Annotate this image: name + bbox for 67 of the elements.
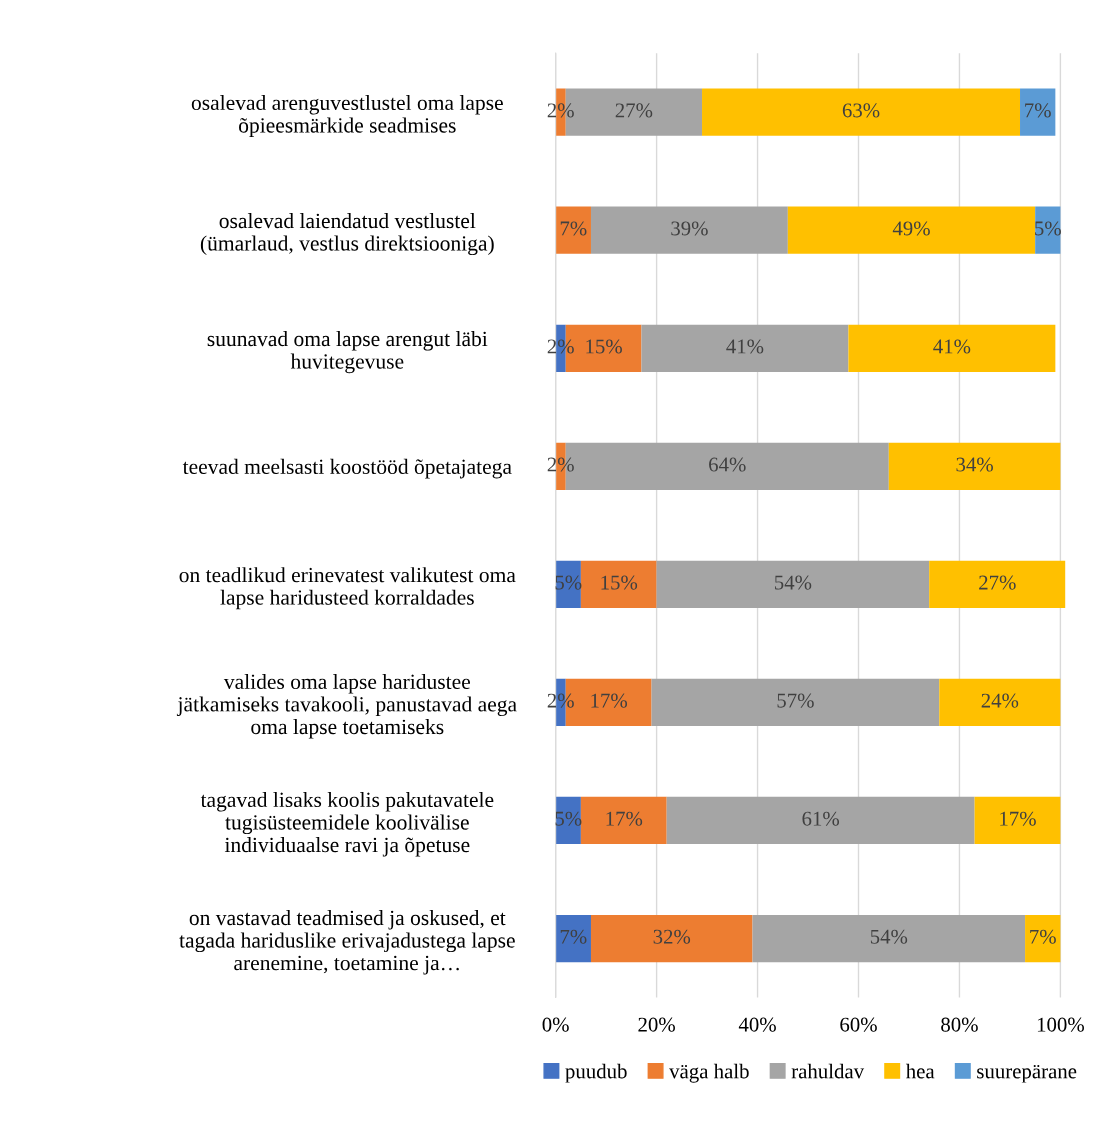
legend-label: suurepärane xyxy=(977,1065,1077,1083)
data-label: 7% xyxy=(1030,929,1056,944)
bar xyxy=(939,678,1061,727)
data-label: 27% xyxy=(615,103,653,118)
data-label: 64% xyxy=(709,457,746,472)
bar xyxy=(974,796,1061,845)
data-label: 63% xyxy=(842,103,880,118)
bar xyxy=(702,88,1021,136)
x-tick-label: 0% xyxy=(542,1017,569,1032)
data-label: 57% xyxy=(777,693,814,708)
bar xyxy=(656,560,930,608)
x-tick-label: 40% xyxy=(738,1017,776,1032)
bar xyxy=(1035,206,1061,254)
bar xyxy=(580,560,657,608)
data-label: 17% xyxy=(1000,811,1036,826)
data-label: 54% xyxy=(870,929,908,944)
bar xyxy=(752,914,1026,963)
data-label: 24% xyxy=(981,693,1019,708)
data-label: 27% xyxy=(979,575,1016,590)
data-label: 15% xyxy=(586,339,622,354)
legend-label: rahuldav xyxy=(791,1063,865,1079)
legend-label: väga halb xyxy=(669,1063,749,1083)
bar xyxy=(651,678,940,727)
bar xyxy=(1020,88,1056,136)
y-tick-label: osalevad laiendatud vestlustel (ümarlaud, vestlus direktsiooniga) xyxy=(200,213,494,256)
data-label: 41% xyxy=(933,339,971,354)
bar xyxy=(590,206,788,254)
y-tick-label: tagavad lisaks koolis pakutavatele tugisüsteemidele koolivälise individuaalse ravi ja õpetuse xyxy=(200,791,494,857)
x-tick-label: 80% xyxy=(941,1017,978,1032)
data-label: 2% xyxy=(547,693,574,708)
data-label: 41% xyxy=(726,339,764,354)
data-label: 7% xyxy=(560,221,587,236)
data-label: 5% xyxy=(1035,221,1061,236)
data-label: 32% xyxy=(653,929,691,944)
x-tick-label: 60% xyxy=(840,1017,877,1032)
y-tick-label: valides oma lapse haridustee jätkamiseks tavakooli, panustavad aega oma lapse toetamiseks xyxy=(176,673,517,739)
data-label: 17% xyxy=(606,811,643,826)
bar xyxy=(555,914,591,963)
data-label: 15% xyxy=(601,575,638,590)
bar xyxy=(555,206,591,254)
bar xyxy=(929,560,1066,608)
data-label: 49% xyxy=(892,221,930,236)
bar xyxy=(787,206,1036,254)
data-label: 39% xyxy=(671,221,708,236)
bar xyxy=(888,442,1061,490)
bar xyxy=(848,324,1056,372)
bar xyxy=(590,914,753,963)
y-tick-label: teevad meelsasti koostööd õpetajatega xyxy=(182,458,512,479)
data-label: 34% xyxy=(956,457,993,472)
data-label: 54% xyxy=(775,575,812,590)
data-label: 17% xyxy=(591,693,628,708)
bar xyxy=(666,796,975,845)
x-tick-label: 20% xyxy=(638,1017,675,1032)
data-label: 2% xyxy=(547,339,574,354)
legend-label: hea xyxy=(905,1063,935,1079)
data-label: 7% xyxy=(1025,103,1051,118)
bar xyxy=(1025,914,1061,963)
y-tick-label: on teadlikud erinevatest valikutest oma lapse haridusteed korraldades xyxy=(179,567,516,610)
y-tick-label: suunavad oma lapse arengut läbi huvitegevuse xyxy=(207,331,488,374)
data-label: 7% xyxy=(560,929,587,944)
y-tick-label: on vastavad teadmised ja oskused, et tagada hariduslike erivajadustega lapse arenemine, toetamine ja… xyxy=(179,910,515,975)
y-tick-label: osalevad arenguvestlustel oma lapse õpieesmärkide seadmises xyxy=(191,94,503,138)
bar xyxy=(641,324,849,372)
bar xyxy=(580,796,667,845)
data-label: 61% xyxy=(802,811,840,826)
x-tick-label: 100% xyxy=(1037,1017,1084,1032)
legend-label: puudub xyxy=(565,1063,627,1083)
